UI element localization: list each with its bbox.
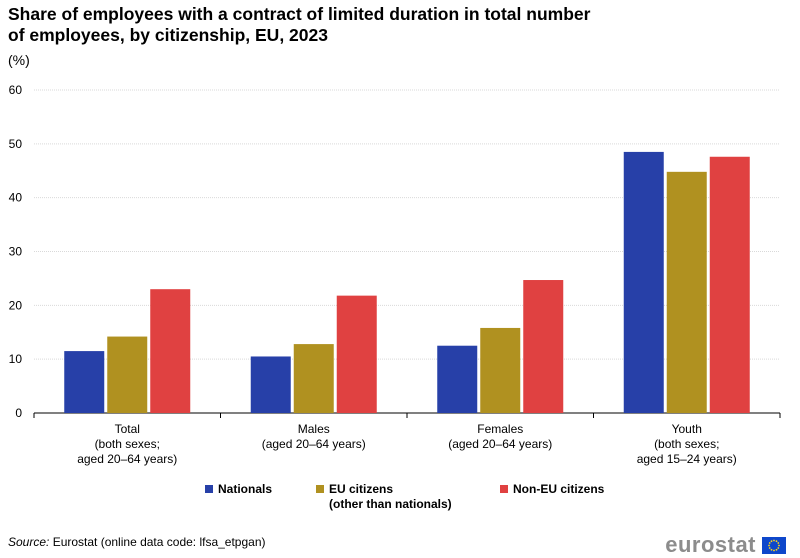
legend-swatch-eu-citizens (316, 485, 324, 493)
y-tick-label-60: 60 (9, 83, 23, 97)
x-category-label-0: Total (both sexes; aged 20–64 years) (77, 422, 177, 466)
y-tick-label-50: 50 (9, 137, 23, 151)
bar-2-3 (709, 156, 750, 413)
bar-1-3 (666, 171, 707, 413)
legend-label-non-eu-citizens: Non-EU citizens (513, 482, 605, 496)
eu-flag-icon (762, 536, 786, 554)
bar-1-0 (107, 336, 148, 413)
bar-0-3 (623, 151, 664, 414)
y-tick-label-10: 10 (9, 352, 23, 366)
bar-1-1 (293, 344, 334, 413)
bar-chart: 0 10 20 30 40 50 60 Total (both sexes; aged 20–64… (9, 83, 781, 466)
chart-title: Share of employees with a contract of li… (8, 4, 591, 45)
y-tick-label-30: 30 (9, 245, 23, 259)
y-tick-label-0: 0 (15, 406, 22, 420)
source-note: Source: Eurostat (online data code: lfsa… (8, 535, 266, 549)
bar-0-2 (437, 345, 478, 413)
source-label: Source: (8, 535, 50, 549)
bar-0-0 (64, 351, 105, 413)
y-tick-label-20: 20 (9, 298, 23, 312)
bar-0-1 (250, 356, 291, 413)
legend-item-nationals: Nationals (205, 482, 272, 497)
bar-2-1 (336, 295, 377, 413)
eurostat-logo: eurostat (665, 532, 786, 558)
x-category-label-1: Males (aged 20–64 years) (262, 422, 366, 451)
legend-label-nationals: Nationals (218, 482, 273, 496)
x-category-label-3: Youth (both sexes; aged 15–24 years) (637, 422, 737, 466)
logo-text: eurostat (665, 532, 756, 557)
source-text: Eurostat (online data code: lfsa_etpgan) (49, 535, 266, 549)
unit-label: (%) (8, 52, 30, 68)
y-tick-label-40: 40 (9, 191, 23, 205)
legend-item-eu-citizens: EU citizens (other than nationals) (316, 482, 452, 512)
x-category-label-2: Females (aged 20–64 years) (448, 422, 552, 451)
legend-swatch-nationals (205, 485, 213, 493)
bar-1-2 (480, 327, 521, 413)
legend-swatch-non-eu-citizens (500, 485, 508, 493)
bar-2-0 (150, 289, 191, 413)
legend-label-eu-citizens: EU citizens (other than nationals) (329, 482, 452, 511)
legend-item-non-eu-citizens: Non-EU citizens (500, 482, 604, 497)
bar-2-2 (523, 280, 564, 413)
